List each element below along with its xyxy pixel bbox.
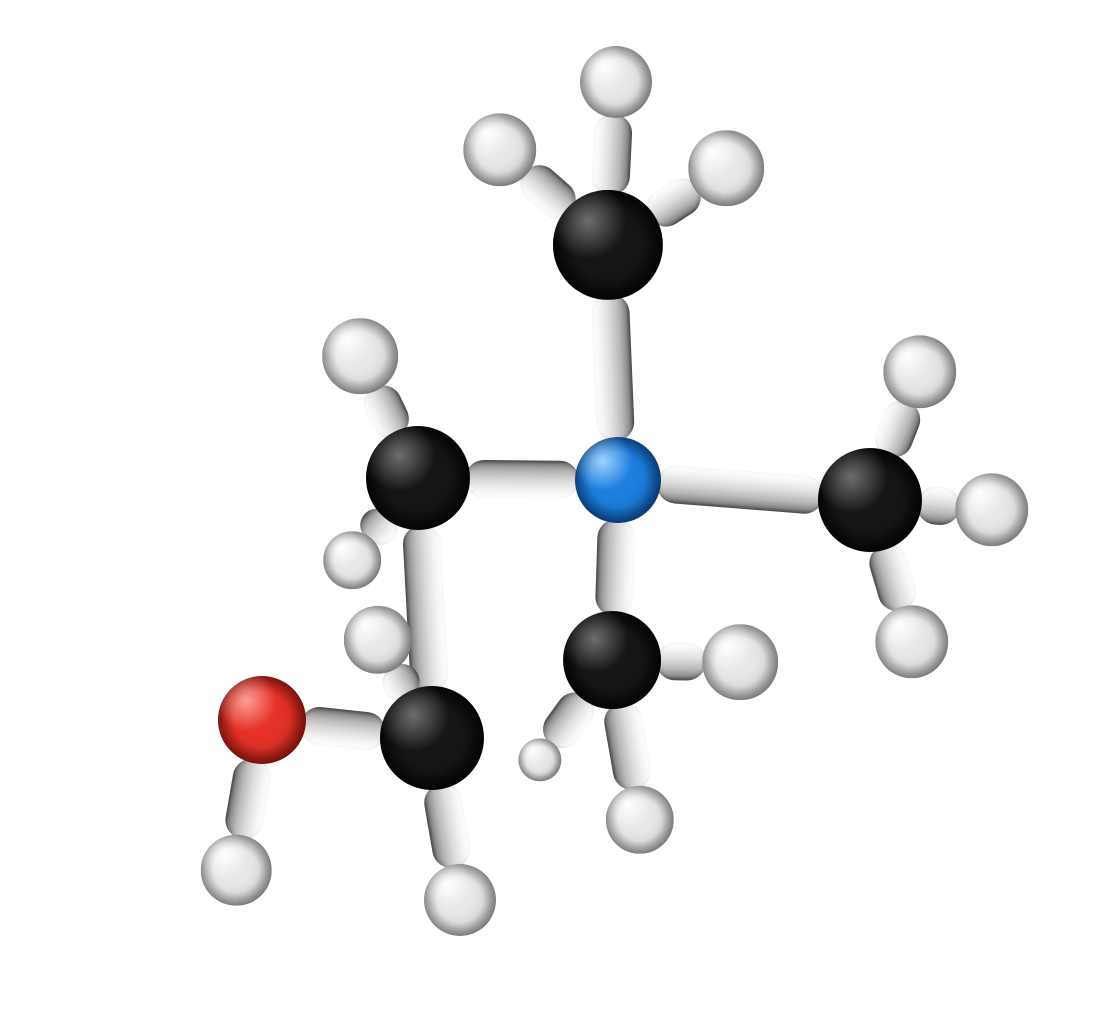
atom-c [380, 686, 484, 790]
atom-h [424, 864, 496, 936]
bond [656, 642, 707, 681]
atom-h [322, 318, 398, 394]
atom-o [218, 676, 306, 764]
bond [655, 464, 825, 515]
atom-h [875, 605, 948, 678]
atom-h [688, 130, 764, 206]
atom-n [575, 437, 661, 523]
bond [223, 756, 274, 842]
bond [421, 781, 473, 871]
bond [299, 705, 387, 752]
atom-h [702, 624, 778, 700]
bond [601, 700, 654, 793]
atom-c [563, 611, 661, 709]
bond [591, 294, 635, 442]
molecule-scene [0, 0, 1100, 1025]
bond [465, 459, 580, 498]
atom-c [553, 190, 663, 300]
atom-c [366, 426, 470, 530]
atom-h [606, 786, 674, 854]
atom-h [883, 335, 956, 408]
atom-h [955, 473, 1028, 546]
atom-h [201, 835, 272, 906]
bond [594, 518, 635, 617]
atom-h [323, 531, 381, 589]
bond [591, 113, 633, 196]
atom-c [818, 448, 922, 552]
bond [915, 485, 960, 526]
atom-h [580, 46, 652, 118]
atom-h [518, 738, 561, 781]
